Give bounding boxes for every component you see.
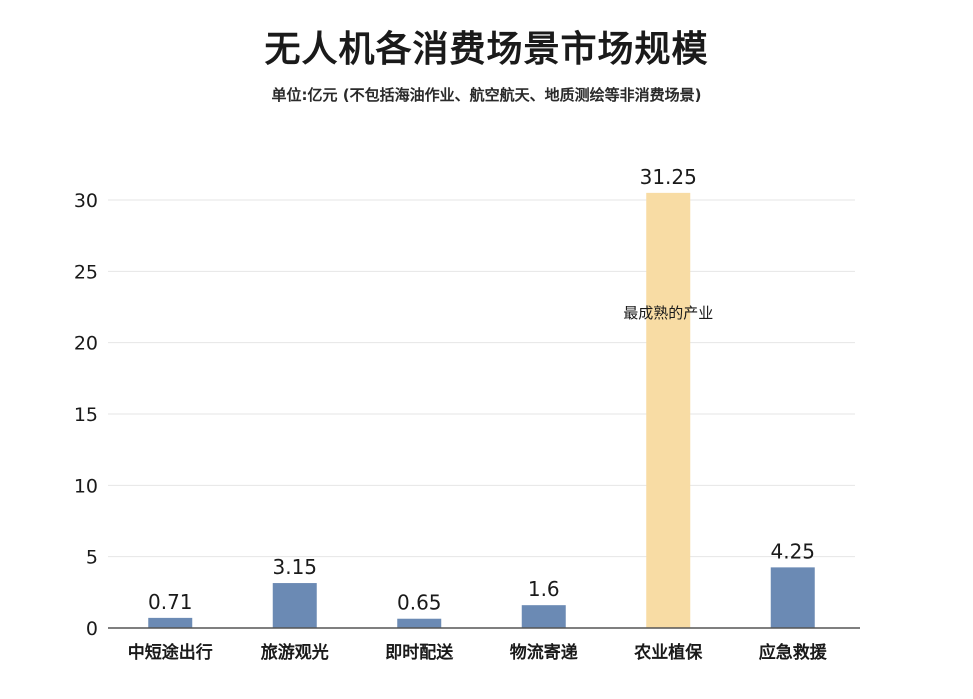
data-label: 31.25 (640, 165, 697, 189)
y-tick-label: 25 (74, 261, 98, 283)
bar-1 (148, 617, 193, 628)
chart-subtitle: 单位:亿元 (不包括海油作业、航空航天、地质测绘等非消费场景) (271, 86, 702, 104)
bar-6 (770, 567, 815, 628)
data-label: 3.15 (272, 555, 317, 579)
y-tick-label: 5 (86, 547, 98, 569)
bar-3 (397, 618, 442, 628)
y-tick-label: 10 (74, 475, 98, 497)
category-label: 物流寄递 (510, 642, 578, 663)
chart-title: 无人机各消费场景市场规模 (264, 29, 709, 70)
x-axis-categories: 中短途出行 旅游观光 即时配送 物流寄递 农业植保 应急救援 (128, 642, 828, 663)
category-label: 应急救援 (759, 642, 828, 663)
category-label: 中短途出行 (128, 642, 213, 663)
y-tick-label: 0 (86, 618, 98, 640)
bar-2 (272, 583, 317, 628)
y-tick-label: 30 (74, 190, 98, 212)
y-tick-label: 20 (74, 333, 98, 355)
y-tick-label: 15 (74, 404, 98, 426)
data-label: 0.65 (397, 591, 442, 615)
y-axis-ticks: 0 5 10 15 20 25 30 (74, 190, 98, 640)
gridlines (108, 199, 855, 558)
bar-5 (646, 192, 691, 628)
bars (148, 192, 815, 628)
category-label: 即时配送 (385, 642, 454, 663)
data-labels: 0.71 3.15 0.65 1.6 31.25 最成熟的产业 4.25 (148, 165, 815, 615)
data-label: 1.6 (528, 577, 560, 601)
bar-4 (521, 605, 566, 628)
category-label: 农业植保 (633, 642, 703, 663)
data-label: 0.71 (148, 590, 193, 614)
category-label: 旅游观光 (261, 642, 329, 663)
data-label: 4.25 (770, 539, 815, 563)
bar-annotation: 最成熟的产业 (623, 304, 713, 322)
